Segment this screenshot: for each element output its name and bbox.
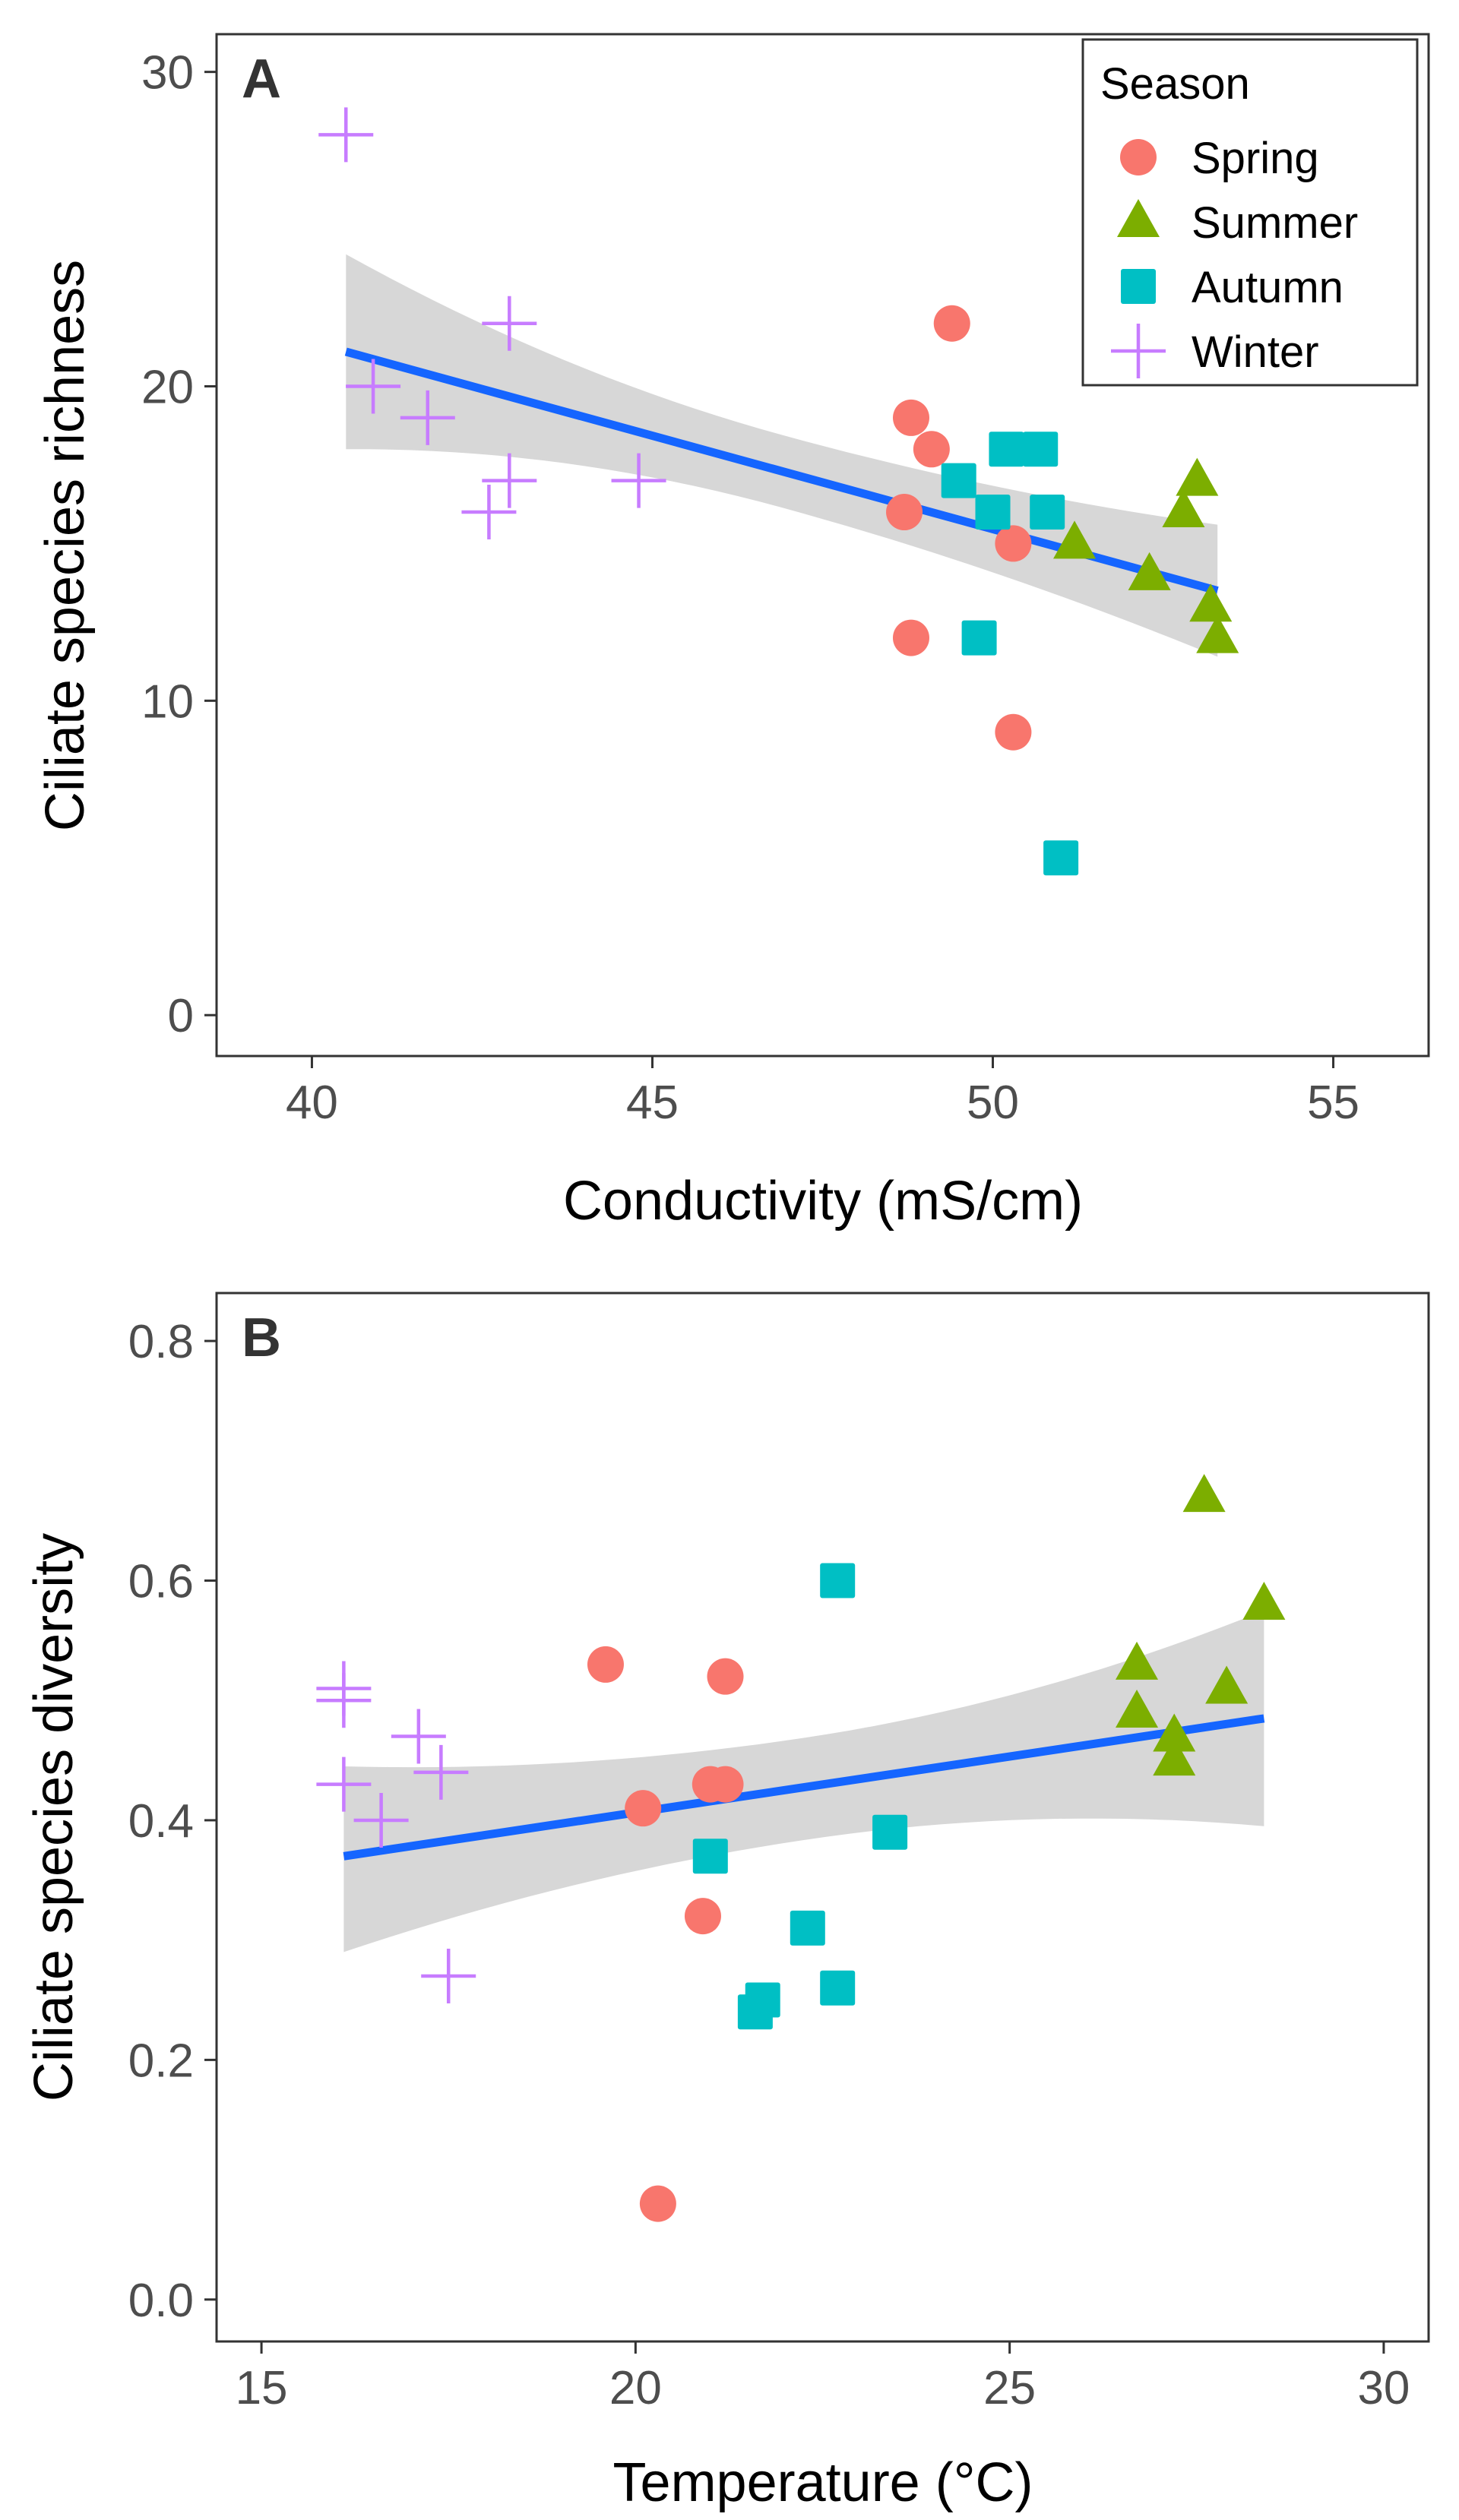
panel-a-point-autumn-5 xyxy=(961,620,997,656)
panel-a-point-summer-2 xyxy=(1053,520,1097,559)
panel-a-confidence-band xyxy=(346,254,1218,657)
panel-a-point-summer-3 xyxy=(1128,552,1171,590)
panel-a-x-tick-label: 40 xyxy=(286,1077,338,1129)
panel-b-point-summer-2 xyxy=(1116,1641,1159,1680)
panel-b-x-tick-label: 20 xyxy=(609,2362,662,2414)
panel-b-x-tick-label: 15 xyxy=(236,2362,288,2414)
panel-b-point-spring-3 xyxy=(707,1766,744,1803)
panel-b-point-winter-3 xyxy=(413,1744,469,1800)
panel-b-y-tick-label: 0.4 xyxy=(128,1795,194,1848)
panel-b-point-winter-6 xyxy=(421,1948,476,2003)
panel-b-y-tick-label: 0.2 xyxy=(128,2035,194,2087)
legend-key-summer xyxy=(1117,199,1160,237)
panel-a-point-summer-0 xyxy=(1176,457,1219,496)
panel-b-confidence-layer xyxy=(343,1610,1264,1952)
panel-a-x-axis-title: Conductivity (mS/cm) xyxy=(563,1171,1083,1232)
panel-a-point-spring-4 xyxy=(995,525,1032,562)
panel-a-y-tick-label: 30 xyxy=(141,47,194,100)
panel-b-point-autumn-3 xyxy=(790,1910,825,1946)
panel-b-point-summer-0 xyxy=(1182,1474,1226,1513)
panel-b-x-tick-label: 25 xyxy=(983,2362,1036,2414)
panel-b-x-axis-title: Temperature (°C) xyxy=(613,2452,1033,2513)
panel-b: 15 20 25 30 0.0 0.2 0.4 0.6 0.8 B Temperature (°… xyxy=(24,1292,1430,2513)
panel-a-point-spring-2 xyxy=(913,431,950,468)
panel-a-point-winter-1 xyxy=(482,296,537,351)
panel-b-y-tick-label: 0.8 xyxy=(128,1316,194,1368)
panel-b-fit-layer xyxy=(343,1714,1265,1861)
panel-a-x-tick-label: 55 xyxy=(1307,1077,1359,1129)
panel-a-point-spring-3 xyxy=(886,494,923,531)
panel-b-point-summer-4 xyxy=(1116,1690,1159,1728)
panel-b-points-layer xyxy=(316,1474,1286,2222)
panel-b-y-axis-title: Ciliate species diversity xyxy=(24,1533,84,2101)
panel-a-x-tick-label: 50 xyxy=(967,1077,1019,1129)
legend-label-autumn: Autumn xyxy=(1192,263,1343,312)
panel-a-point-autumn-2 xyxy=(941,463,976,498)
panel-b-point-autumn-4 xyxy=(820,1970,856,2006)
panel-a-point-winter-2 xyxy=(346,359,401,414)
panel-a-point-winter-0 xyxy=(318,107,374,163)
legend-keys xyxy=(1111,139,1166,378)
panel-a-point-autumn-3 xyxy=(975,495,1011,530)
panel-b-point-summer-1 xyxy=(1242,1582,1286,1620)
panel-a-y-tick-label: 10 xyxy=(141,675,194,728)
legend-key-winter xyxy=(1111,324,1166,378)
panel-b-point-winter-1 xyxy=(316,1673,372,1728)
panel-a-point-autumn-4 xyxy=(1030,495,1065,530)
panel-b-point-spring-1 xyxy=(707,1658,744,1695)
panel-b-point-winter-5 xyxy=(353,1792,409,1848)
panel-b-point-autumn-0 xyxy=(820,1563,856,1598)
panel-b-y-tick-label: 0.6 xyxy=(128,1556,194,1608)
panel-a-x-tick-label: 45 xyxy=(626,1077,679,1129)
panel-a-y-tick-label: 0 xyxy=(168,990,194,1042)
panel-b-point-winter-2 xyxy=(391,1709,446,1764)
panel-b-fit-line xyxy=(343,1714,1265,1861)
panel-a-point-autumn-6 xyxy=(1043,840,1079,876)
panel-b-point-autumn-6 xyxy=(737,1994,773,2030)
panel-a-point-summer-1 xyxy=(1162,489,1205,528)
panel-b-point-spring-4 xyxy=(625,1790,662,1827)
panel-a-y-axis-title: Ciliate species richness xyxy=(35,260,96,831)
panel-a: 40 45 50 55 0 10 20 30 A Conductivity (mS/cm) C… xyxy=(35,33,1430,1232)
panel-a-point-winter-3 xyxy=(400,390,455,445)
panel-b-point-summer-6 xyxy=(1153,1737,1196,1776)
panel-b-point-autumn-1 xyxy=(872,1814,908,1850)
panel-a-point-summer-5 xyxy=(1196,615,1239,653)
panel-b-point-spring-6 xyxy=(639,2185,676,2222)
panel-b-point-winter-4 xyxy=(316,1756,372,1812)
panel-a-point-autumn-1 xyxy=(1023,432,1059,467)
panel-b-x-tick-label: 30 xyxy=(1357,2362,1410,2414)
legend: Season Spring Summer Autumn Winter xyxy=(1081,38,1419,387)
panel-b-ticks-layer: 15 20 25 30 0.0 0.2 0.4 0.6 0.8 xyxy=(128,1316,1410,2414)
panel-a-point-spring-1 xyxy=(892,399,929,436)
panel-a-y-tick-label: 20 xyxy=(141,362,194,414)
panel-a-point-winter-4 xyxy=(482,453,537,508)
panel-a-point-spring-6 xyxy=(995,713,1032,751)
panel-b-point-summer-3 xyxy=(1205,1665,1249,1704)
panel-a-label: A xyxy=(242,49,281,109)
panel-a-point-summer-4 xyxy=(1189,583,1233,622)
panel-b-y-tick-label: 0.0 xyxy=(128,2275,194,2327)
panel-b-label: B xyxy=(242,1307,281,1368)
panel-a-point-autumn-0 xyxy=(989,432,1024,467)
legend-key-autumn xyxy=(1121,269,1156,304)
panel-a-point-winter-5 xyxy=(611,453,666,508)
legend-label-summer: Summer xyxy=(1192,198,1358,248)
panel-b-point-spring-0 xyxy=(587,1646,624,1683)
panel-a-points-layer xyxy=(318,107,1239,876)
panel-b-point-autumn-2 xyxy=(692,1839,728,1874)
panel-b-confidence-band xyxy=(343,1610,1264,1952)
legend-title: Season xyxy=(1100,59,1250,109)
legend-label-winter: Winter xyxy=(1192,327,1319,377)
legend-label-spring: Spring xyxy=(1192,134,1319,183)
panel-a-confidence-layer xyxy=(346,254,1218,657)
legend-key-spring xyxy=(1120,139,1157,175)
panel-a-ticks-layer: 40 45 50 55 0 10 20 30 xyxy=(141,47,1359,1129)
panel-a-point-spring-5 xyxy=(892,619,929,656)
panel-a-point-spring-0 xyxy=(933,305,970,342)
panel-b-point-summer-5 xyxy=(1153,1713,1196,1752)
panel-a-point-winter-6 xyxy=(461,485,517,540)
panel-b-point-spring-5 xyxy=(684,1898,721,1935)
